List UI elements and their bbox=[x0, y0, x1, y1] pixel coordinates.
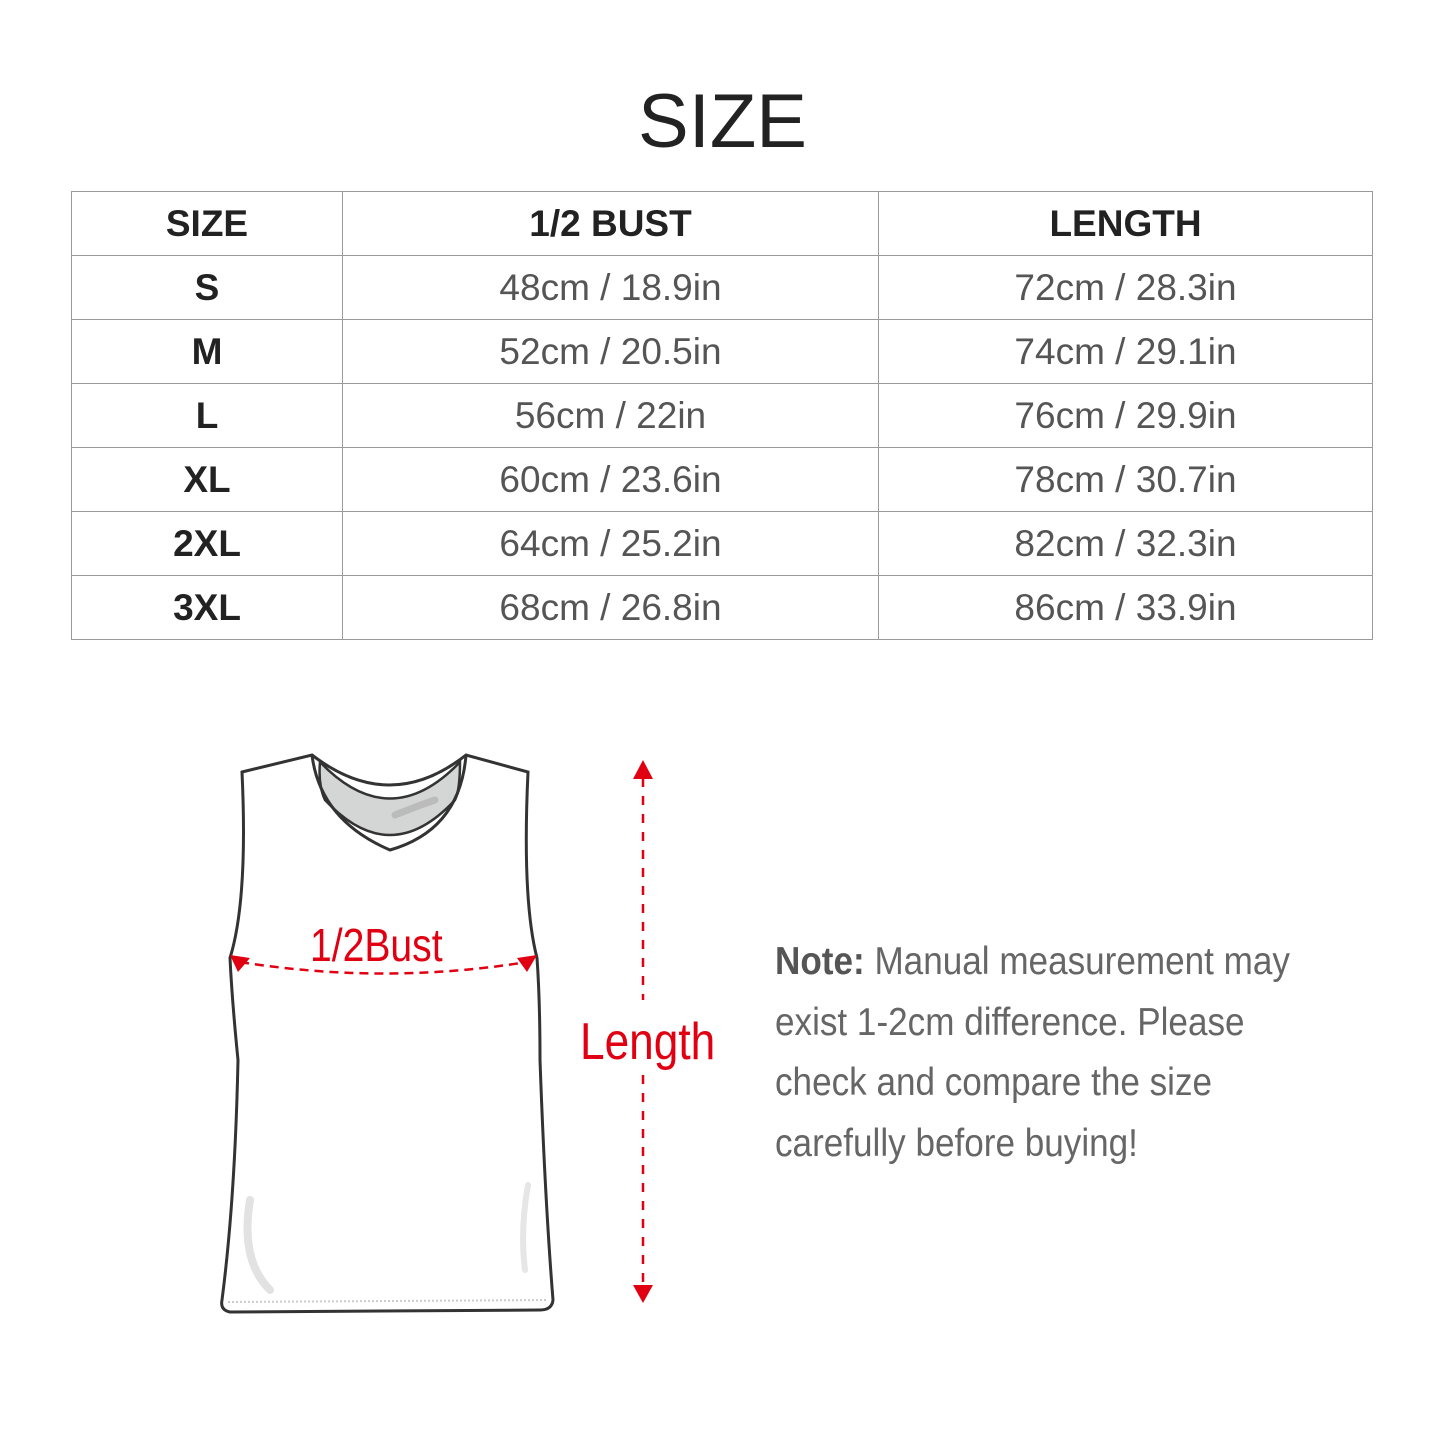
length-measure-line bbox=[633, 760, 653, 1303]
bust-label: 1/2Bust bbox=[310, 919, 443, 971]
page-title: SIZE bbox=[638, 79, 807, 164]
table-row: S 48cm / 18.9in 72cm / 28.3in bbox=[71, 255, 1373, 320]
length-cell: 86cm / 33.9in bbox=[878, 575, 1373, 640]
table-row: XL 60cm / 23.6in 78cm / 30.7in bbox=[71, 447, 1373, 512]
arrow-down-icon bbox=[633, 1285, 653, 1303]
length-cell: 74cm / 29.1in bbox=[878, 319, 1373, 384]
header-size: SIZE bbox=[71, 191, 343, 256]
bust-measure-line bbox=[230, 955, 537, 975]
note-label: Note: bbox=[775, 940, 865, 983]
bust-cell: 48cm / 18.9in bbox=[342, 255, 879, 320]
bust-cell: 60cm / 23.6in bbox=[342, 447, 879, 512]
size-cell: L bbox=[71, 383, 343, 448]
size-table: SIZE 1/2 BUST LENGTH S 48cm / 18.9in 72cm … bbox=[71, 191, 1373, 640]
note-body: Manual measurement may exist 1-2cm diffe… bbox=[775, 940, 1290, 1165]
size-cell: 2XL bbox=[71, 511, 343, 576]
bust-cell: 52cm / 20.5in bbox=[342, 319, 879, 384]
size-cell: 3XL bbox=[71, 575, 343, 640]
table-row: M 52cm / 20.5in 74cm / 29.1in bbox=[71, 319, 1373, 384]
bust-cell: 68cm / 26.8in bbox=[342, 575, 879, 640]
size-cell: XL bbox=[71, 447, 343, 512]
arrow-up-icon bbox=[633, 760, 653, 779]
length-cell: 76cm / 29.9in bbox=[878, 383, 1373, 448]
arrow-right-icon bbox=[517, 955, 537, 972]
table-row: L 56cm / 22in 76cm / 29.9in bbox=[71, 383, 1373, 448]
tank-top-illustration bbox=[220, 753, 555, 1314]
header-length: LENGTH bbox=[878, 191, 1373, 256]
length-label: Length bbox=[580, 1013, 716, 1071]
size-cell: S bbox=[71, 255, 343, 320]
length-cell: 82cm / 32.3in bbox=[878, 511, 1373, 576]
table-row: 3XL 68cm / 26.8in 86cm / 33.9in bbox=[71, 575, 1373, 640]
size-cell: M bbox=[71, 319, 343, 384]
bust-cell: 56cm / 22in bbox=[342, 383, 879, 448]
arrow-left-icon bbox=[230, 955, 250, 972]
length-cell: 78cm / 30.7in bbox=[878, 447, 1373, 512]
note-text: Note: Manual measurement may exist 1-2cm… bbox=[775, 932, 1297, 1174]
table-row: 2XL 64cm / 25.2in 82cm / 32.3in bbox=[71, 511, 1373, 576]
length-cell: 72cm / 28.3in bbox=[878, 255, 1373, 320]
